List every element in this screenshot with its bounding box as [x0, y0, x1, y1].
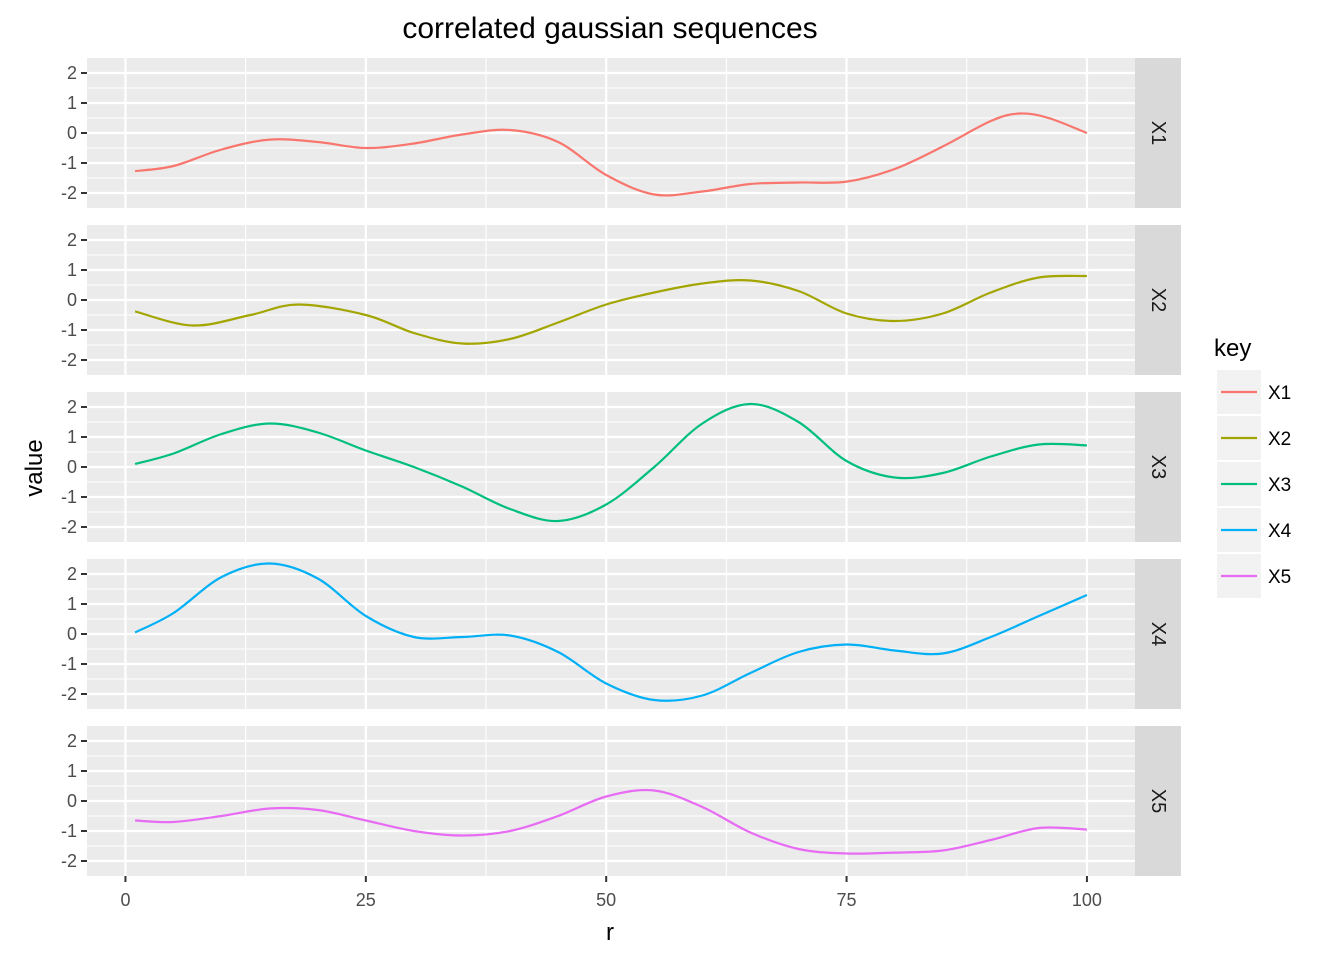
y-tick-label: 0	[67, 123, 77, 143]
strip-background	[1135, 726, 1181, 876]
strip-background	[1135, 58, 1181, 208]
legend-item-x3: X3	[1215, 460, 1291, 508]
series-line-x2	[134, 274, 1087, 345]
legend: key X1 X2 X3 X4 X5	[1214, 335, 1292, 600]
y-tick-label: 2	[67, 230, 77, 250]
series-line-x1	[134, 112, 1088, 197]
facet-panel-x4: -2 -1 0 1 2 X4	[61, 559, 1181, 709]
y-tick-label: 1	[67, 260, 77, 280]
chart-title: correlated gaussian sequences	[402, 12, 817, 45]
strip-label: X2	[1147, 288, 1169, 312]
y-tick-label: 1	[67, 594, 77, 614]
y-tick-label: -2	[61, 851, 77, 871]
y-tick-label: 2	[67, 63, 77, 83]
y-tick-label: 2	[67, 397, 77, 417]
x-tick-label: 0	[120, 890, 130, 910]
y-tick-label: 0	[67, 290, 77, 310]
y-tick-label: 1	[67, 427, 77, 447]
strip-label: X3	[1147, 455, 1169, 479]
x-tick-label: 25	[356, 890, 376, 910]
series-line-x4	[134, 562, 1088, 702]
y-tick-label: 0	[67, 457, 77, 477]
x-tick-label: 100	[1072, 890, 1102, 910]
x-tick-label: 50	[596, 890, 616, 910]
strip-background	[1135, 559, 1181, 709]
y-tick-label: 0	[67, 791, 77, 811]
strip-label: X4	[1147, 622, 1169, 646]
facet-panel-x3: -2 -1 0 1 2 X3	[61, 392, 1181, 542]
y-tick-label: -1	[61, 320, 77, 340]
y-tick-label: -1	[61, 153, 77, 173]
legend-title: key	[1214, 335, 1251, 362]
facet-panel-x1: -2 -1 0 1 2 X1	[61, 58, 1181, 208]
y-tick-label: -1	[61, 487, 77, 507]
strip-label: X1	[1147, 121, 1169, 145]
legend-label: X1	[1268, 383, 1291, 404]
legend-label: X3	[1268, 475, 1291, 496]
y-axis-title: value	[21, 439, 48, 496]
strip-label: X5	[1147, 789, 1169, 813]
y-tick-label: -1	[61, 821, 77, 841]
legend-item-x4: X4	[1215, 506, 1292, 554]
series-line-x5	[135, 788, 1087, 855]
x-tick-label: 75	[837, 890, 857, 910]
legend-item-x2: X2	[1215, 414, 1291, 462]
strip-background	[1135, 392, 1181, 542]
facet-panel-x2: -2 -1 0 1 2 X2	[61, 225, 1181, 375]
legend-label: X2	[1268, 429, 1291, 450]
y-tick-label: -2	[61, 350, 77, 370]
y-tick-label: 2	[67, 731, 77, 751]
y-tick-label: -2	[61, 517, 77, 537]
x-axis: 0 25 50 75 100	[120, 876, 1102, 910]
facet-panel-x5: -2 -1 0 1 2 X5	[61, 726, 1181, 876]
y-tick-label: 0	[67, 624, 77, 644]
series-line-x3	[134, 402, 1087, 523]
strip-background	[1135, 225, 1181, 375]
x-axis-title: r	[606, 919, 614, 946]
legend-item-x1: X1	[1215, 368, 1291, 416]
y-tick-label: -2	[61, 684, 77, 704]
y-tick-label: -2	[61, 183, 77, 203]
legend-label: X5	[1268, 567, 1291, 588]
legend-label: X4	[1268, 521, 1292, 542]
y-tick-label: 2	[67, 564, 77, 584]
legend-item-x5: X5	[1215, 552, 1291, 600]
y-tick-label: 1	[67, 93, 77, 113]
facet-panels: -2 -1 0 1 2 X1 -2 -1 0 1 2 X2 -2 -1 0 1 2 X3 -2 -1 0 1 2 X4 -2 -1…	[61, 58, 1181, 876]
y-tick-label: 1	[67, 761, 77, 781]
y-tick-label: -1	[61, 654, 77, 674]
